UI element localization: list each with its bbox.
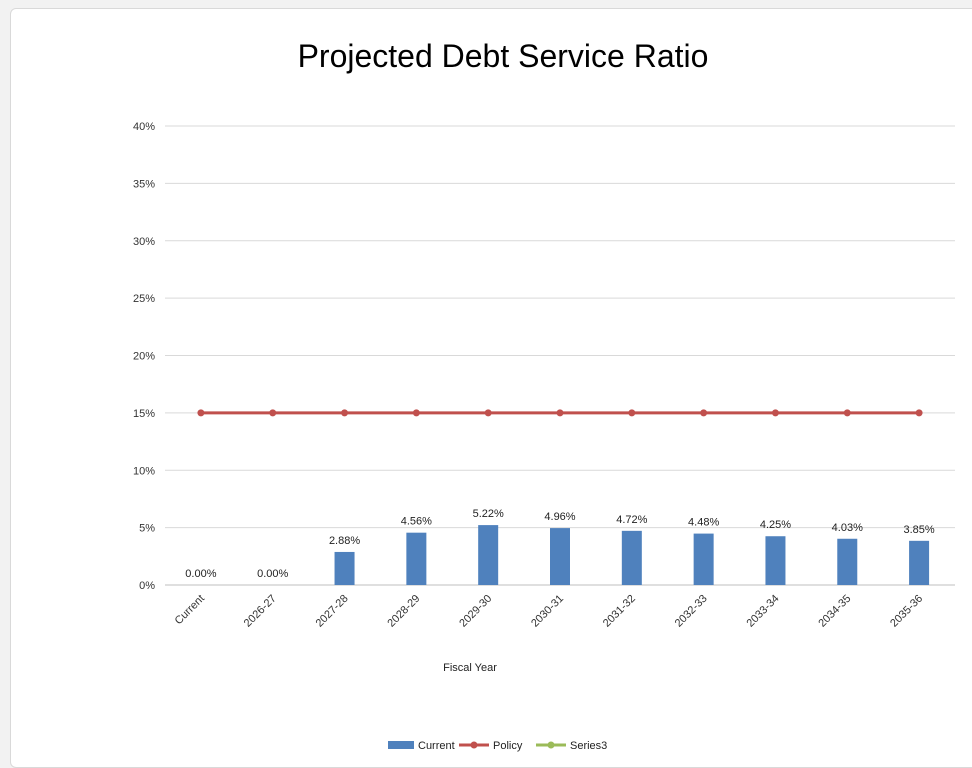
bar-series — [334, 525, 930, 585]
line-marker — [412, 409, 420, 417]
data-label: 4.72% — [616, 514, 647, 526]
bar — [909, 540, 930, 585]
data-label: 4.03% — [832, 522, 863, 534]
chart-frame — [10, 8, 972, 768]
y-tick-label: 15% — [133, 408, 155, 420]
x-tick-label: 2031-32 — [601, 593, 638, 630]
legend-item-current: Current — [388, 740, 455, 752]
data-label: 0.00% — [257, 568, 288, 580]
y-tick-label: 5% — [139, 523, 155, 535]
bar — [837, 538, 858, 585]
data-label: 4.56% — [401, 516, 432, 528]
data-label: 2.88% — [329, 535, 360, 547]
data-label: 4.25% — [760, 519, 791, 531]
legend-marker — [470, 741, 478, 749]
legend-label: Series3 — [570, 740, 607, 752]
bar — [550, 528, 570, 585]
x-tick-label: Current — [173, 593, 207, 627]
bar — [765, 536, 786, 585]
data-label: 4.96% — [544, 511, 575, 523]
bar — [334, 551, 355, 585]
x-tick-label: 2033-34 — [745, 593, 782, 630]
line-marker — [269, 409, 277, 417]
x-tick-label: 2034-35 — [816, 593, 853, 630]
line-marker — [197, 409, 205, 417]
y-tick-label: 10% — [133, 465, 155, 477]
x-axis-ticks: Current 2026-27 2027-28 2028-29 2029-30 2030-… — [173, 593, 926, 630]
data-label: 0.00% — [185, 568, 216, 580]
y-tick-label: 25% — [133, 293, 155, 305]
x-tick-label: 2028-29 — [385, 593, 422, 630]
bar — [478, 525, 499, 585]
chart-title: Projected Debt Service Ratio — [298, 38, 709, 74]
line-marker — [628, 409, 636, 417]
legend-item-policy: Policy — [459, 740, 523, 752]
x-tick-label: 2032-33 — [673, 593, 710, 630]
data-label: 3.85% — [903, 524, 934, 536]
legend-label: Policy — [493, 740, 523, 752]
line-marker — [843, 409, 851, 417]
line-series — [197, 409, 923, 417]
legend-label: Current — [418, 740, 455, 752]
legend-marker — [547, 741, 555, 749]
y-tick-label: 20% — [133, 351, 155, 363]
legend-swatch — [388, 741, 414, 749]
y-tick-label: 35% — [133, 178, 155, 190]
data-labels: 0.00% 0.00% 2.88% 4.56% 5.22% 4.96% 4.72% 4.48%… — [185, 508, 935, 580]
legend: Current Policy Series3 — [388, 740, 607, 752]
bar — [406, 532, 427, 585]
line-marker — [915, 409, 923, 417]
x-tick-label: 2027-28 — [314, 593, 351, 630]
x-tick-label: 2030-31 — [529, 593, 566, 630]
legend-item-series3: Series3 — [536, 740, 607, 752]
y-tick-label: 0% — [139, 580, 155, 592]
x-tick-label: 2029-30 — [457, 593, 494, 630]
line-marker — [341, 409, 349, 417]
line-marker — [484, 409, 492, 417]
line-marker — [700, 409, 708, 417]
data-label: 5.22% — [473, 508, 504, 520]
x-tick-label: 2026-27 — [242, 593, 279, 630]
data-label: 4.48% — [688, 517, 719, 529]
y-tick-label: 30% — [133, 236, 155, 248]
bar — [621, 530, 642, 585]
line-marker — [556, 409, 564, 417]
x-axis-title: Fiscal Year — [443, 662, 497, 674]
line-marker — [771, 409, 779, 417]
x-tick-label: 2035-36 — [888, 593, 925, 630]
bar — [693, 533, 714, 585]
y-axis-ticks: 0% 5% 10% 15% 20% 25% 30% 35% 40% — [133, 121, 155, 592]
y-tick-label: 40% — [133, 121, 155, 133]
